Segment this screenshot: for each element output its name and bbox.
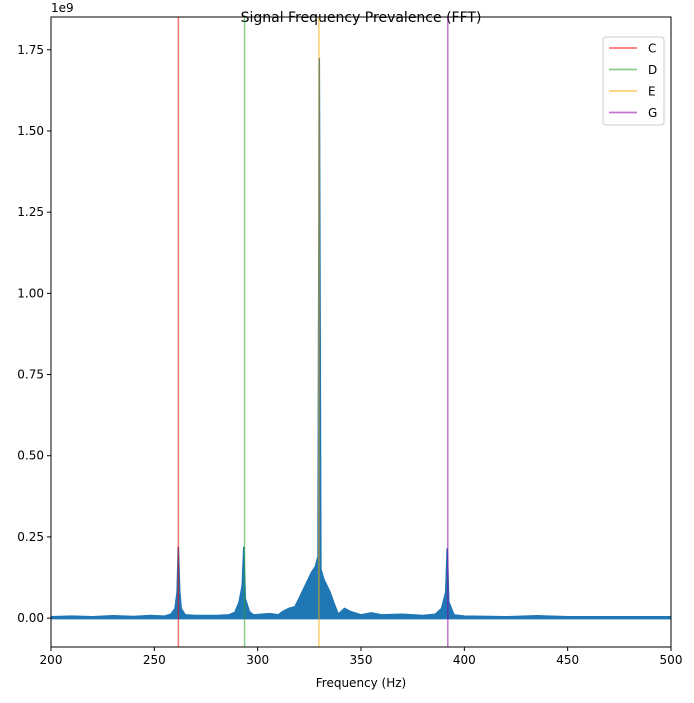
x-tick-label: 200: [40, 653, 63, 667]
x-tick-label: 500: [660, 653, 683, 667]
legend-box: [602, 36, 665, 126]
y-tick-label: 0.75: [17, 368, 44, 382]
legend-label-D: D: [648, 63, 657, 77]
legend-label-E: E: [648, 85, 656, 99]
x-tick-label: 300: [246, 653, 269, 667]
x-tick-label: 450: [556, 653, 579, 667]
y-tick-label: 0.25: [17, 530, 44, 544]
legend-label-G: G: [648, 106, 657, 120]
plot-area: [51, 17, 671, 647]
y-tick-label: 1.25: [17, 205, 44, 219]
y-tick-label: 1.00: [17, 286, 44, 300]
y-tick-label: 1.75: [17, 43, 44, 57]
x-tick-label: 250: [143, 653, 166, 667]
axes-frame: [50, 16, 672, 648]
legend-label-C: C: [648, 42, 656, 56]
x-tick-label: 400: [453, 653, 476, 667]
chart-title: Signal Frequency Prevalence (FFT): [241, 10, 482, 26]
y-tick-label: 0.00: [17, 611, 44, 625]
y-offset-label: 1e9: [51, 1, 74, 15]
y-tick-label: 0.50: [17, 449, 44, 463]
y-tick-label: 1.50: [17, 124, 44, 138]
x-tick-label: 350: [350, 653, 373, 667]
x-axis-label: Frequency (Hz): [316, 676, 407, 690]
fft-series-area: [51, 57, 671, 619]
